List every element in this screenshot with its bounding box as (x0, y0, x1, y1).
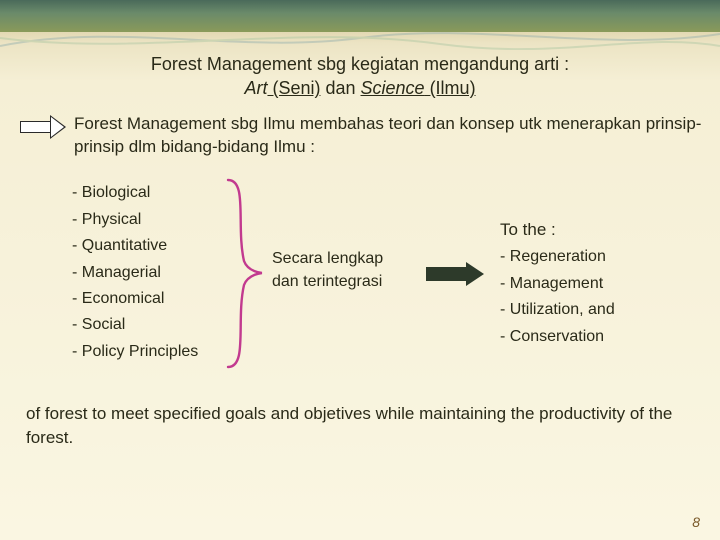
list-item: Quantitative (72, 233, 198, 259)
list-item: Managerial (72, 260, 198, 286)
left-column: Biological Physical Quantitative Manager… (72, 180, 198, 365)
outcomes-list: Regeneration Management Utilization, and… (500, 244, 615, 350)
list-item: Economical (72, 286, 198, 312)
list-item: Policy Principles (72, 339, 198, 365)
diagram-area: Biological Physical Quantitative Manager… (18, 176, 702, 386)
list-item: Physical (72, 207, 198, 233)
center-line1: Secara lengkap (272, 250, 383, 267)
list-item: Social (72, 312, 198, 338)
list-item: Management (500, 271, 615, 297)
slide-title: Forest Management sbg kegiatan mengandun… (58, 52, 662, 101)
list-item: Biological (72, 180, 198, 206)
intro-text: Forest Management sbg Ilmu membahas teor… (74, 113, 702, 159)
center-line2: dan terintegrasi (272, 273, 382, 290)
decorative-swirl (0, 28, 720, 50)
title-seni: (Seni) (267, 78, 320, 98)
curly-brace-icon (222, 176, 264, 371)
title-line1: Forest Management sbg kegiatan mengandun… (151, 54, 569, 74)
pointer-arrow-icon (20, 115, 66, 139)
right-heading: To the : (500, 220, 615, 240)
list-item: Regeneration (500, 244, 615, 270)
principles-list: Biological Physical Quantitative Manager… (72, 180, 198, 365)
title-dan: dan (320, 78, 360, 98)
list-item: Conservation (500, 324, 615, 350)
title-science: Science (361, 78, 425, 98)
title-ilmu: (Ilmu) (425, 78, 476, 98)
page-number: 8 (692, 514, 700, 530)
bottom-text: of forest to meet specified goals and ob… (26, 402, 694, 450)
flow-arrow-icon (426, 262, 486, 286)
title-art: Art (244, 78, 267, 98)
right-column: To the : Regeneration Management Utiliza… (500, 220, 615, 350)
center-label: Secara lengkap dan terintegrasi (272, 248, 422, 293)
list-item: Utilization, and (500, 297, 615, 323)
